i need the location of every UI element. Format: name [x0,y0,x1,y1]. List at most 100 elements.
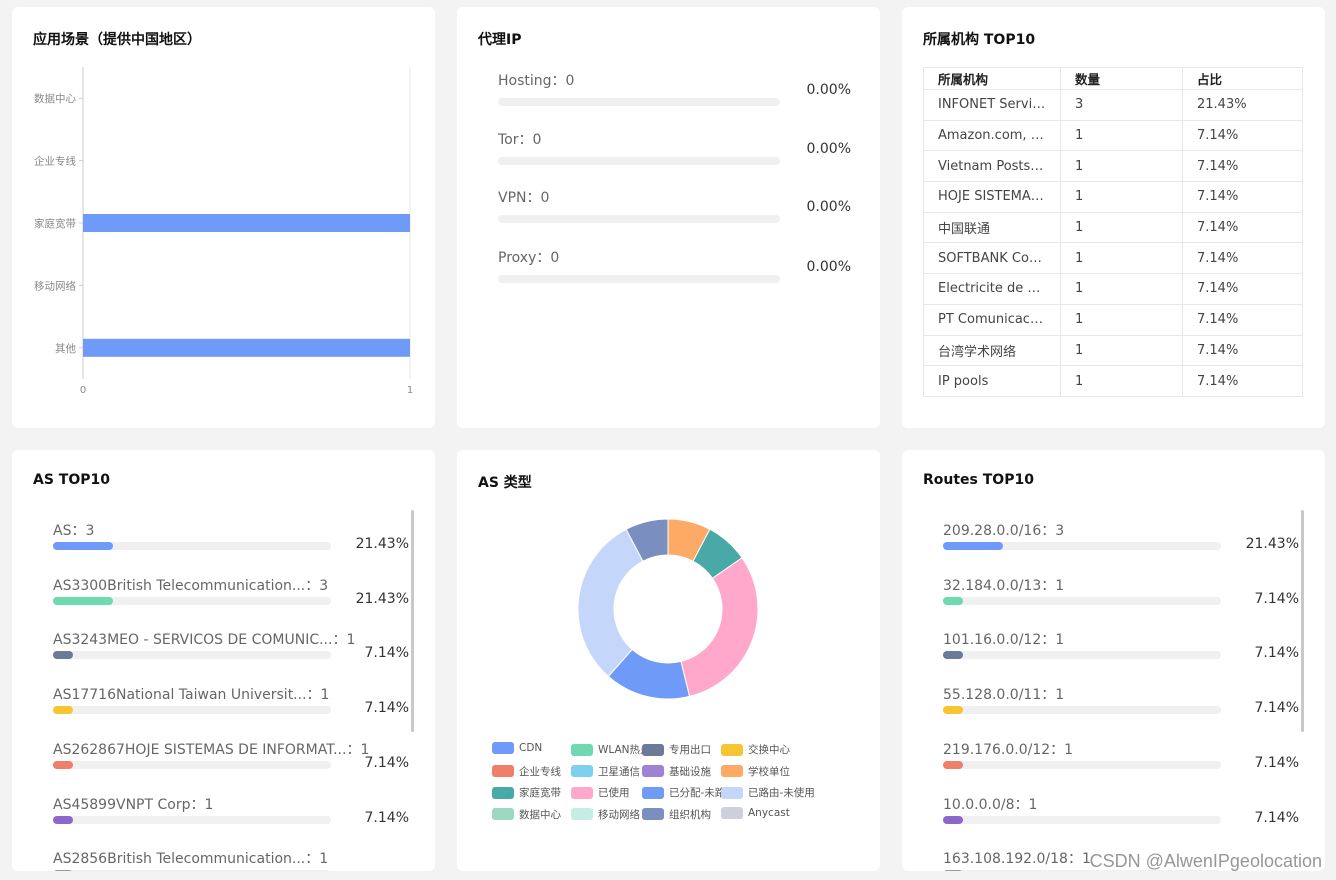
count-cell: 1 [1060,334,1183,367]
legend-label: CDN [519,742,543,754]
org-title: 所属机构 TOP10 [923,32,1036,48]
progress-fill [943,596,963,605]
list-item: 209.28.0.0/16：3 21.43% [943,520,1299,575]
list-item: 55.128.0.0/11：1 7.14% [943,684,1299,739]
proxy-row-hosting: Hosting：0 0.00% [498,70,851,106]
legend-swatch [492,765,514,777]
legend-label: 家庭宽带 [519,787,561,799]
pie-slice[interactable] [680,557,759,697]
progress-track [53,542,331,550]
list-item: AS3300British Telecommunication...：3 21.4… [53,575,409,630]
proxy-row-tor: Tor：0 0.00% [498,129,851,165]
org-table-body: INFONET Services... 3 21.43% Amazon.com, In… [923,89,1303,397]
table-row: 中国联通 1 7.14% [923,211,1303,244]
legend-item[interactable]: 家庭宽带 [492,785,561,800]
as-type-title: AS 类型 [478,475,532,491]
share-cell: 7.14% [1182,334,1303,367]
pie-slice[interactable] [577,528,644,678]
list-item: 32.184.0.0/13：1 7.14% [943,575,1299,630]
as-top10-title: AS TOP10 [33,472,110,488]
legend-item[interactable]: WLAN热点 [571,742,651,757]
x-tick-label: 0 [80,385,86,396]
y-tick-label: 移动网络 [34,279,76,292]
proxy-progress-track [498,275,780,283]
item-percent: 7.14% [1254,754,1299,771]
progress-fill [53,596,113,605]
count-cell: 1 [1060,150,1183,183]
progress-fill [53,706,73,715]
legend-item[interactable]: 基础设施 [642,764,711,779]
progress-track [53,870,331,871]
table-row: PT Comunicacoes ... 1 7.14% [923,303,1303,336]
legend-label: 专用出口 [669,744,711,756]
list-item: AS：3 21.43% [53,520,409,575]
legend-label: 交换中心 [748,744,790,756]
item-label: 55.128.0.0/11：1 [943,687,1065,704]
legend-swatch [642,808,664,820]
share-cell: 7.14% [1182,119,1303,152]
org-card: 所属机构 TOP10 所属机构 数量 占比 INFONET Services..… [902,7,1325,428]
item-label: AS45899VNPT Corp：1 [53,796,214,813]
proxy-card: 代理IP Hosting：0 0.00% Tor：0 0.00% VPN：0 0… [457,7,880,428]
org-name-cell: INFONET Services... [923,89,1061,121]
list-item: 101.16.0.0/12：1 7.14% [943,629,1299,684]
legend-item[interactable]: CDN [492,742,542,754]
list-item: AS262867HOJE SISTEMAS DE INFORMAT...：1 7.… [53,739,409,794]
count-cell: 1 [1060,181,1183,213]
as-list-scrollbar[interactable] [411,510,414,732]
legend-item[interactable]: 组织机构 [642,807,711,822]
proxy-progress-track [498,157,780,165]
item-percent: 7.14% [364,809,409,826]
progress-track [53,815,331,824]
bar [83,214,410,232]
progress-fill [53,542,113,550]
org-name-cell: Electricite de Fran... [923,273,1061,305]
y-tick-label: 其他 [55,342,76,355]
legend-label: 基础设施 [669,765,711,778]
legend-item[interactable]: 已使用 [571,785,630,800]
legend-item[interactable]: 交换中心 [721,742,790,757]
bar [83,338,410,357]
legend-swatch [492,808,514,820]
as-type-donut-chart [577,518,759,700]
y-tick-label: 企业专线 [34,155,76,168]
pie-slice[interactable] [625,518,669,562]
routes-list-scrollbar[interactable] [1301,510,1304,732]
legend-item[interactable]: 企业专线 [492,764,561,779]
table-header-row: 所属机构 数量 占比 [923,67,1303,90]
item-label: AS262867HOJE SISTEMAS DE INFORMAT...：1 [53,741,370,758]
count-cell: 1 [1060,211,1183,244]
list-item: AS17716National Taiwan Universit...：1 7.1… [53,684,409,739]
legend-item[interactable]: 专用出口 [642,742,711,757]
legend-label: 已分配-未路由 [669,787,736,799]
item-label: AS2856British Telecommunication...：1 [53,851,329,868]
item-label: AS17716National Taiwan Universit...：1 [53,687,330,704]
legend-item[interactable]: 已路由-未使用 [721,785,815,800]
progress-track [943,651,1221,660]
proxy-label: Proxy：0 [498,250,560,266]
share-cell: 7.14% [1182,150,1303,183]
org-name-cell: 中国联通 [923,211,1061,244]
item-percent: 21.43% [355,536,409,552]
table-row: IP pools 1 7.14% [923,365,1303,397]
legend-swatch [571,786,593,799]
routes-top10-list[interactable]: 209.28.0.0/16：3 21.43% 32.184.0.0/13：1 7.14… [943,520,1325,871]
org-name-cell: Amazon.com, Inc. [923,119,1061,152]
table-row: HOJE SISTEMAS D... 1 7.14% [923,181,1303,213]
share-cell: 7.14% [1182,273,1303,305]
progress-track [943,596,1221,605]
legend-item[interactable]: 学校单位 [721,764,790,779]
table-row: 台湾学术网络 1 7.14% [923,334,1303,367]
legend-item[interactable]: Anycast [721,806,790,819]
item-percent: 7.14% [1254,809,1299,826]
as-top10-list[interactable]: AS：3 21.43% AS3300British Telecommunicatio… [53,520,435,871]
legend-item[interactable]: 移动网络 [571,807,640,822]
share-cell: 7.14% [1182,242,1303,275]
legend-item[interactable]: 数据中心 [492,807,561,822]
scenario-title: 应用场景（提供中国地区） [33,32,201,48]
item-label: 163.108.192.0/18：1 [943,851,1091,868]
legend-item[interactable]: 卫星通信 [571,764,640,779]
proxy-label: Tor：0 [498,132,542,148]
legend-item[interactable]: 已分配-未路由 [642,785,736,800]
